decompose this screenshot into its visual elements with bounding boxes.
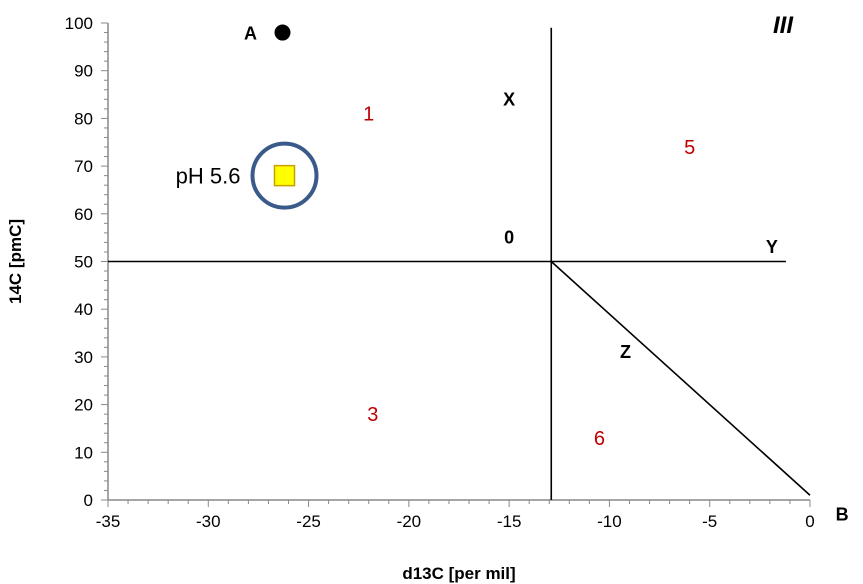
y-tick-label: 20 [74, 396, 93, 415]
x-tick-label: -30 [196, 512, 221, 531]
y-tick-label: 100 [65, 14, 93, 33]
point-a [274, 24, 291, 41]
point-ph-5-6 [273, 164, 296, 187]
y-tick-label: 50 [74, 253, 93, 272]
x-tick-label: -20 [397, 512, 422, 531]
diagram-lines [108, 27, 811, 500]
y-tick-label: 70 [74, 157, 93, 176]
line-label-z: Z [620, 342, 631, 362]
x-tick-label: -35 [96, 512, 121, 531]
point-label-a: A [244, 24, 257, 44]
region-label-5: 5 [684, 137, 695, 159]
chart-labels: d13C [per mil] 14C [pmC] ApH 5.6 X Y Z 0 B 1 5 3 6 I… [6, 12, 849, 583]
x-tick-label: -10 [597, 512, 622, 531]
y-tick-label: 40 [74, 300, 93, 319]
line-label-y: Y [766, 237, 778, 257]
axes: -35 -30 -25 -20 -15 -10 -5 00102030405060708090… [65, 14, 815, 531]
line-label-b: B [836, 504, 849, 524]
panel-label: III [773, 12, 794, 39]
y-tick-label: 80 [74, 109, 93, 128]
y-tick-label: 90 [74, 62, 93, 81]
point-label-ph: pH 5.6 [176, 164, 241, 189]
x-tick-label: -15 [497, 512, 522, 531]
highlight-ring [250, 141, 319, 210]
region-label-3: 3 [367, 404, 378, 426]
region-label-1: 1 [363, 104, 374, 126]
line-label-0: 0 [504, 228, 514, 248]
x-tick-label: -5 [702, 512, 717, 531]
diagram-line-2 [550, 260, 811, 496]
data-marks [250, 24, 319, 210]
y-tick-label: 10 [74, 443, 93, 462]
y-tick-label: 60 [74, 205, 93, 224]
y-tick-label: 0 [84, 491, 93, 510]
y-tick-label: 30 [74, 348, 93, 367]
line-label-x: X [503, 89, 515, 109]
x-tick-label: -25 [296, 512, 321, 531]
x-axis-title: d13C [per mil] [402, 564, 515, 583]
y-axis-title: 14C [pmC] [6, 219, 25, 304]
region-label-6: 6 [594, 428, 605, 450]
x-tick-label: 0 [805, 512, 814, 531]
